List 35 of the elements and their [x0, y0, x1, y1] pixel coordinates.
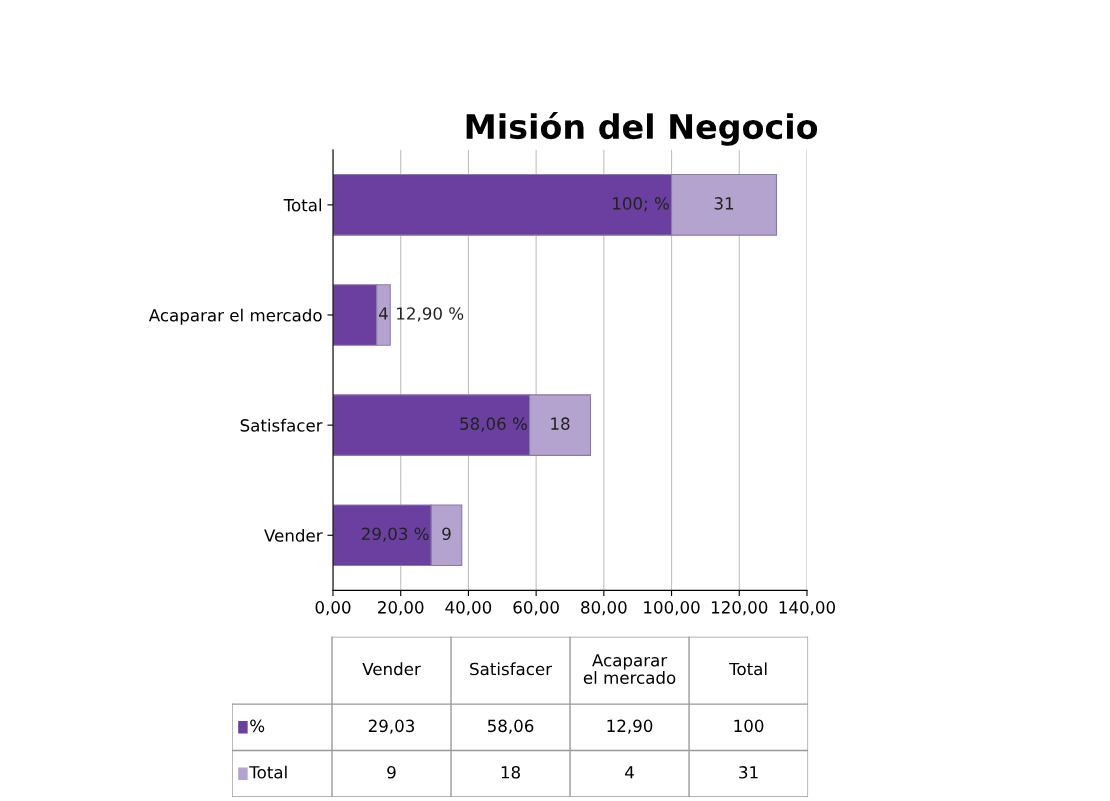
text: 12,90: [607, 719, 653, 734]
y-tick-label: Total: [283, 198, 322, 212]
data-label: 4: [378, 307, 388, 320]
chart-title: Misión del Negocio: [466, 112, 818, 146]
legend-label: Total: [249, 765, 287, 779]
x-tick-label: 80,00: [581, 601, 627, 616]
y-tick-label: Satisfacer: [240, 418, 323, 432]
x-tick-label: 60,00: [513, 601, 559, 616]
x-tick-label: 100,00: [644, 601, 700, 616]
data-label: 9: [442, 527, 451, 541]
x-tick-label: 120,00: [711, 601, 768, 616]
y-tick-label: Acaparar el mercado: [148, 308, 322, 325]
category-label: Satisfacer: [470, 662, 553, 676]
data-label: 100; %: [613, 197, 669, 212]
text: 18: [501, 766, 520, 779]
data-label: 18: [551, 417, 570, 430]
text: 100: [734, 719, 764, 733]
text: 4: [625, 766, 634, 779]
text: 31: [739, 766, 758, 779]
text: 29,03: [368, 719, 415, 734]
text: 58,06: [487, 719, 534, 734]
text: 9: [387, 766, 396, 779]
data-label: 58,06 %: [460, 417, 527, 432]
x-tick-label: 0,00: [315, 601, 351, 616]
y-tick-label: Vender: [264, 528, 323, 542]
x-tick-label: 40,00: [445, 601, 492, 616]
x-tick-label: 20,00: [378, 601, 424, 616]
data-label: 29,03 %: [361, 527, 429, 542]
data-label: 31: [714, 197, 734, 210]
x-tick-label: 140,00: [779, 601, 836, 616]
data-label: 12,90 %: [397, 307, 464, 322]
category-label: Acaparar el mercado: [583, 654, 676, 684]
category-label: Total: [729, 662, 767, 676]
legend-label: %: [250, 719, 265, 733]
category-label: Vender: [362, 662, 421, 676]
